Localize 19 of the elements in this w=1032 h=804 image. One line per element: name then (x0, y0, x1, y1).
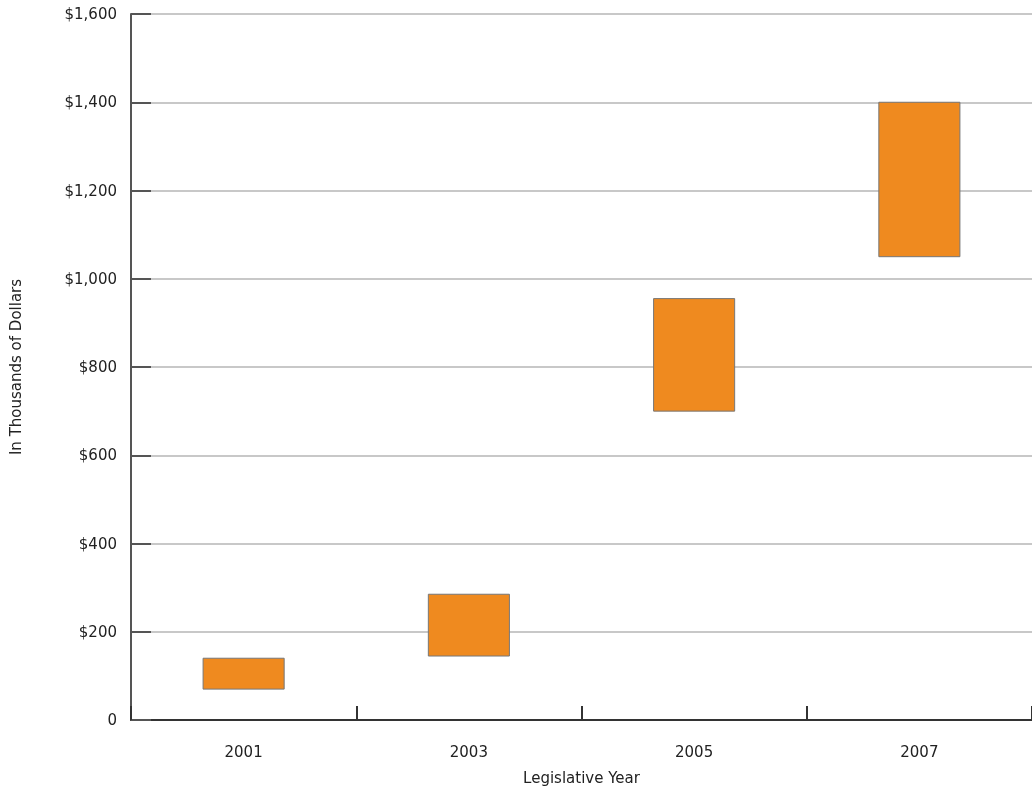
y-tick-label: $800 (78, 358, 117, 376)
y-axis-title: In Thousands of Dollars (6, 278, 25, 456)
x-tick-label: 2007 (900, 742, 939, 761)
y-tick-label: $1,400 (64, 93, 117, 112)
y-tick-label: $400 (78, 534, 117, 553)
y-tick-label: $600 (78, 446, 117, 465)
y-tick-label: $1,600 (64, 5, 117, 23)
bar (202, 657, 285, 690)
bar (427, 593, 510, 657)
x-tick-label: 2001 (224, 742, 263, 761)
x-axis-title: Legislative Year (523, 768, 641, 787)
x-tick-label: 2003 (449, 742, 488, 761)
y-tick-label: $200 (78, 622, 117, 641)
bar (878, 101, 961, 258)
y-tick-label: $1,000 (64, 269, 117, 288)
y-tick-label: 0 (107, 711, 117, 729)
y-tick-label: $1,200 (64, 181, 117, 200)
x-tick-label: 2005 (675, 742, 714, 761)
bar (653, 298, 736, 412)
